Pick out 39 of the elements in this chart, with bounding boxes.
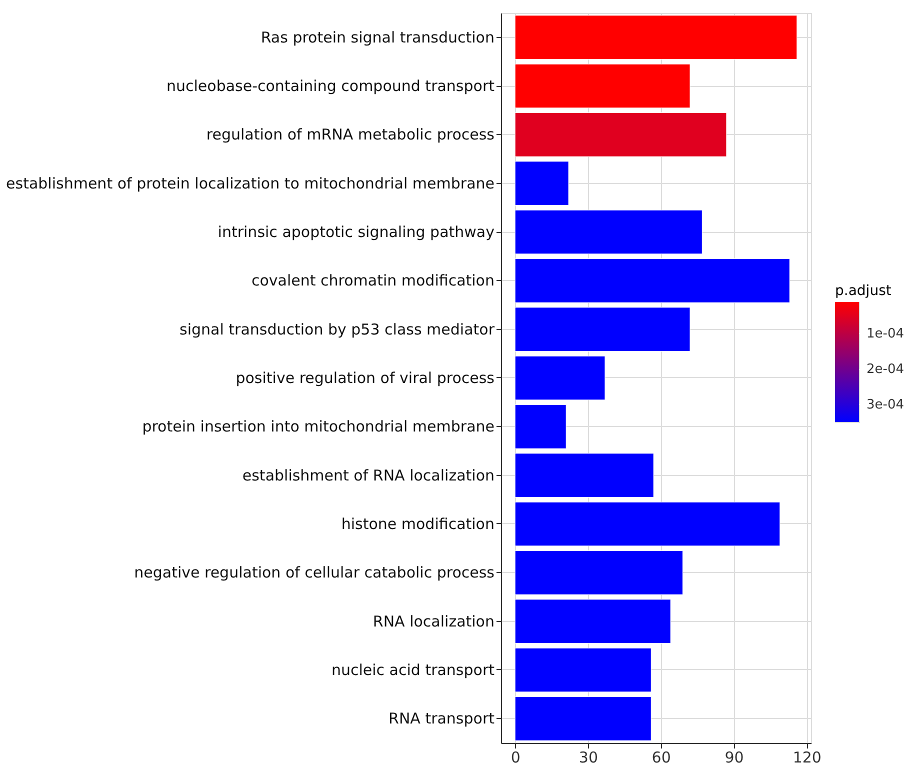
y-tick-label: Ras protein signal transduction — [260, 28, 494, 46]
bar — [514, 258, 790, 303]
y-tick-label: protein insertion into mitochondrial membrane — [142, 418, 494, 436]
bar — [514, 112, 727, 157]
bar — [514, 453, 654, 498]
color-bar-label: 1e-04 — [866, 326, 904, 342]
bar — [514, 210, 702, 254]
bar — [514, 161, 569, 206]
bar — [514, 648, 652, 692]
y-tick-label: positive regulation of viral process — [236, 369, 495, 387]
y-tick-label: regulation of mRNA metabolic process — [206, 126, 495, 144]
y-tick-label: nucleic acid transport — [331, 661, 495, 679]
bar — [514, 696, 652, 741]
y-tick-label: signal transduction by p53 class mediator — [180, 320, 496, 338]
y-tick-label: histone modification — [341, 515, 494, 533]
color-bar-label: 3e-04 — [866, 398, 904, 413]
bar — [514, 356, 606, 400]
y-tick-label: RNA transport — [388, 710, 495, 728]
y-tick-label: RNA localization — [372, 612, 494, 630]
y-tick-label: nucleobase-containing compound transport — [166, 77, 495, 95]
x-tick-label: 120 — [792, 748, 822, 766]
bar — [514, 64, 690, 108]
x-tick-label: 0 — [510, 748, 520, 766]
bar — [514, 404, 566, 449]
color-bar-title: p.adjust — [835, 283, 892, 299]
color-bar-label: 2e-04 — [866, 362, 904, 378]
x-tick-label: 30 — [578, 748, 598, 766]
y-tick-label: establishment of RNA localization — [242, 466, 494, 484]
bar — [514, 502, 780, 546]
y-tick-label: intrinsic apoptotic signaling pathway — [218, 223, 495, 241]
bar — [514, 15, 798, 60]
bar — [514, 307, 690, 352]
y-tick-label: covalent chromatin modification — [251, 272, 494, 290]
y-tick-label: negative regulation of cellular catabolic process — [134, 564, 495, 582]
bar — [514, 550, 683, 595]
y-tick-label: establishment of protein localization to mitochondrial membrane — [6, 174, 494, 192]
x-tick-label: 60 — [652, 748, 671, 766]
x-tick-label: 90 — [724, 748, 744, 766]
bar — [514, 599, 671, 644]
